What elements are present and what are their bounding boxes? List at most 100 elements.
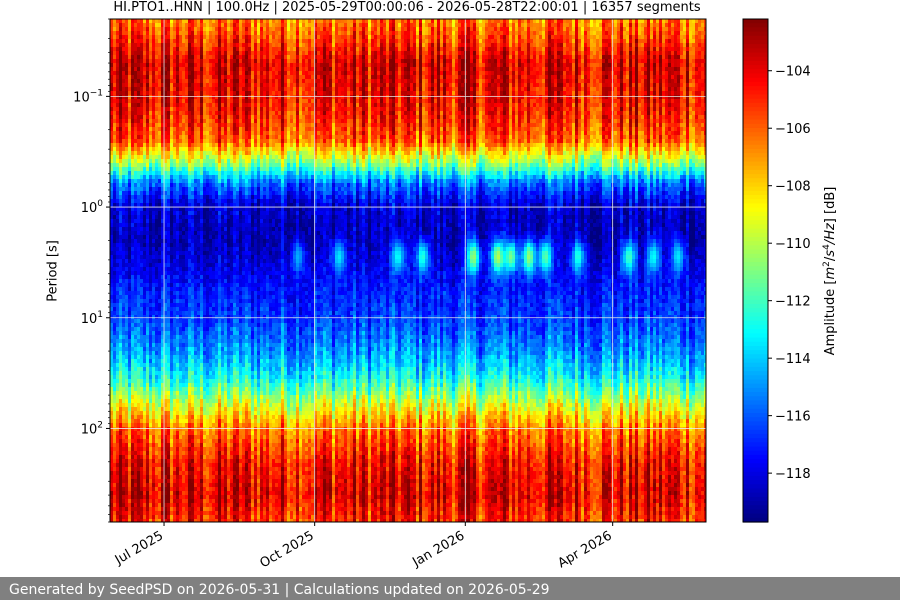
heatmap-cell (176, 231, 179, 235)
heatmap-cell (212, 83, 215, 87)
heatmap-cell (131, 259, 134, 263)
heatmap-cell (149, 35, 152, 39)
heatmap-cell (224, 271, 227, 275)
heatmap-cell (176, 323, 179, 327)
heatmap-cell (143, 495, 146, 499)
heatmap-cell (170, 275, 173, 279)
heatmap-cell (170, 423, 173, 427)
heatmap-cell (143, 499, 146, 503)
heatmap-cell (122, 283, 125, 287)
heatmap-cell (170, 371, 173, 375)
heatmap-cell (140, 307, 143, 311)
heatmap-cell (128, 83, 131, 87)
heatmap-cell (149, 31, 152, 35)
heatmap-cell (134, 19, 137, 23)
heatmap-cell (218, 347, 221, 351)
heatmap-cell (224, 159, 227, 163)
heatmap-cell (179, 31, 182, 35)
heatmap-cell (206, 347, 209, 351)
heatmap-cell (176, 427, 179, 431)
heatmap-cell (182, 23, 185, 27)
heatmap-cell (179, 487, 182, 491)
heatmap-cell (149, 431, 152, 435)
heatmap-cell (110, 259, 113, 263)
heatmap-cell (161, 279, 164, 283)
heatmap-cell (125, 23, 128, 27)
heatmap-cell (143, 339, 146, 343)
heatmap-cell (185, 55, 188, 59)
heatmap-cell (131, 439, 134, 443)
heatmap-cell (188, 243, 191, 247)
heatmap-cell (188, 59, 191, 63)
heatmap-cell (227, 43, 230, 47)
heatmap-cell (137, 323, 140, 327)
heatmap-cell (134, 483, 137, 487)
heatmap-cell (134, 491, 137, 495)
heatmap-cell (125, 327, 128, 331)
heatmap-cell (140, 211, 143, 215)
heatmap-cell (209, 511, 212, 515)
heatmap-cell (110, 87, 113, 91)
heatmap-cell (152, 211, 155, 215)
heatmap-cell (221, 339, 224, 343)
heatmap-cell (182, 467, 185, 471)
heatmap-cell (116, 319, 119, 323)
heatmap-cell (161, 343, 164, 347)
heatmap-cell (182, 499, 185, 503)
heatmap-cell (155, 51, 158, 55)
heatmap-cell (128, 39, 131, 43)
heatmap-cell (146, 303, 149, 307)
heatmap-cell (191, 111, 194, 115)
heatmap-cell (167, 155, 170, 159)
heatmap-cell (116, 23, 119, 27)
heatmap-cell (188, 143, 191, 147)
heatmap-cell (209, 327, 212, 331)
heatmap-cell (179, 275, 182, 279)
heatmap-cell (137, 395, 140, 399)
heatmap-cell (110, 495, 113, 499)
heatmap-cell (218, 279, 221, 283)
heatmap-cell (137, 103, 140, 107)
heatmap-cell (194, 275, 197, 279)
heatmap-cell (191, 39, 194, 43)
heatmap-cell (164, 263, 167, 267)
heatmap-cell (113, 67, 116, 71)
heatmap-cell (206, 199, 209, 203)
heatmap-cell (110, 71, 113, 75)
heatmap-cell (155, 279, 158, 283)
heatmap-cell (167, 71, 170, 75)
heatmap-cell (152, 139, 155, 143)
heatmap-cell (218, 67, 221, 71)
heatmap-cell (215, 43, 218, 47)
heatmap-cell (143, 467, 146, 471)
heatmap-cell (134, 331, 137, 335)
heatmap-cell (161, 367, 164, 371)
heatmap-cell (209, 95, 212, 99)
heatmap-cell (182, 43, 185, 47)
heatmap-cell (137, 203, 140, 207)
heatmap-cell (152, 407, 155, 411)
heatmap-cell (227, 111, 230, 115)
heatmap-cell (218, 323, 221, 327)
heatmap-cell (224, 427, 227, 431)
heatmap-cell (146, 443, 149, 447)
heatmap-cell (206, 515, 209, 519)
heatmap-cell (188, 67, 191, 71)
heatmap-cell (113, 127, 116, 131)
heatmap-cell (149, 491, 152, 495)
heatmap-cell (155, 327, 158, 331)
heatmap-cell (221, 223, 224, 227)
heatmap-cell (218, 387, 221, 391)
heatmap-cell (173, 339, 176, 343)
heatmap-cell (161, 199, 164, 203)
heatmap-cell (164, 27, 167, 31)
heatmap-cell (113, 219, 116, 223)
heatmap-cell (206, 155, 209, 159)
heatmap-cell (215, 423, 218, 427)
heatmap-cell (173, 443, 176, 447)
heatmap-cell (209, 67, 212, 71)
heatmap-cell (176, 143, 179, 147)
heatmap-cell (218, 119, 221, 123)
heatmap-cell (110, 487, 113, 491)
heatmap-cell (221, 499, 224, 503)
